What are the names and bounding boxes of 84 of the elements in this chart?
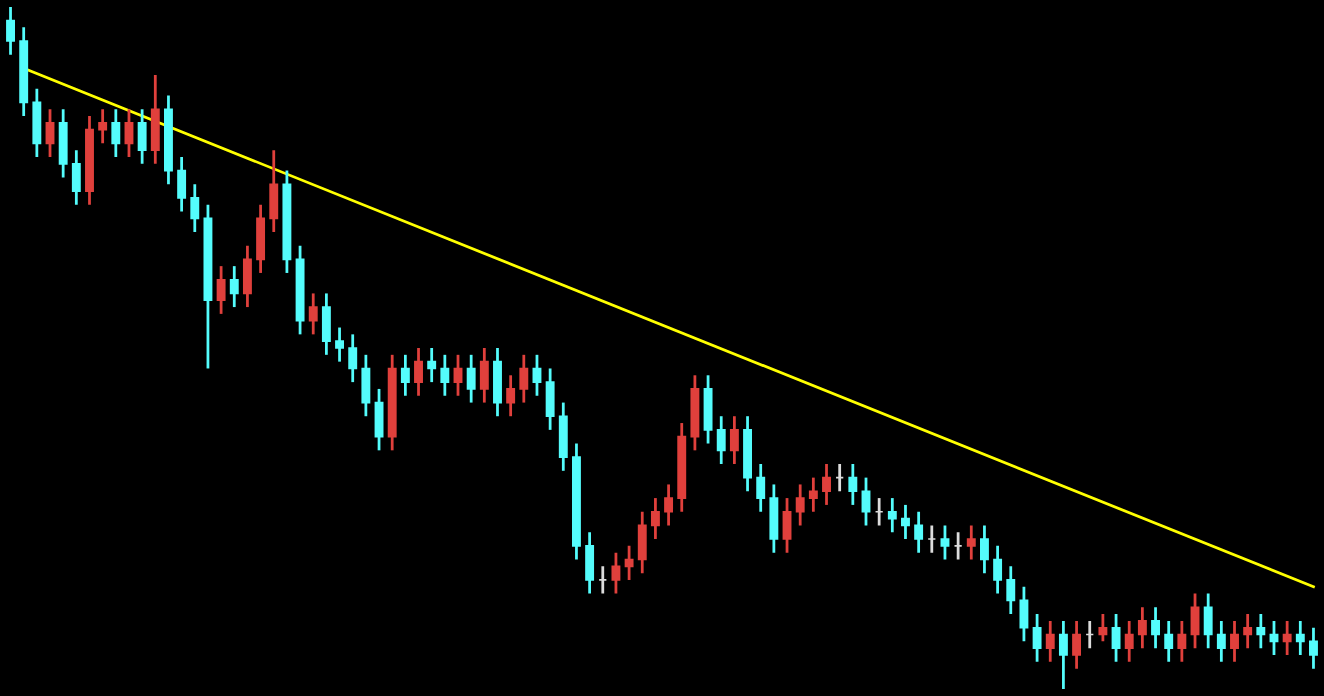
candlestick <box>493 346 502 418</box>
candlestick <box>111 107 121 159</box>
candlestick <box>466 353 476 404</box>
candlestick <box>479 346 489 404</box>
candlestick <box>1072 619 1082 671</box>
candlestick <box>45 107 55 159</box>
candlestick <box>716 414 726 466</box>
candlestick <box>124 107 134 159</box>
candlestick <box>664 483 674 527</box>
candlestick <box>58 107 68 179</box>
candlestick <box>1295 619 1305 657</box>
candlestick <box>979 523 989 575</box>
candlestick <box>374 387 384 452</box>
candlestick <box>729 414 739 466</box>
candlestick <box>532 353 542 398</box>
candlestick <box>1282 619 1292 657</box>
candlestick <box>756 462 766 514</box>
candlestick <box>901 503 910 541</box>
candlestick <box>1098 612 1108 643</box>
candlestick <box>269 148 279 234</box>
candlestick <box>743 414 753 493</box>
candlestick <box>966 523 976 561</box>
candlestick <box>137 107 147 166</box>
candlestick <box>993 544 1003 595</box>
candlestick <box>1151 605 1160 650</box>
candlestick <box>611 551 621 595</box>
candlestick <box>1045 619 1055 664</box>
candlestick <box>1177 619 1187 664</box>
candlestick <box>361 353 371 418</box>
candlestick <box>335 326 345 364</box>
candlestick <box>256 203 266 275</box>
candlestick <box>769 483 779 555</box>
candlestick <box>308 292 318 336</box>
candlestick <box>506 373 516 418</box>
candlestick <box>400 353 410 398</box>
candlestick <box>177 155 187 213</box>
candlestick <box>6 5 15 57</box>
candlestick <box>808 476 818 514</box>
candlestick <box>1309 626 1318 671</box>
candlestick <box>914 510 924 555</box>
candlestick <box>1230 619 1239 664</box>
candlestick <box>321 292 331 357</box>
candlestick <box>795 483 805 527</box>
candlestick <box>822 462 831 507</box>
candlestick <box>348 332 358 384</box>
candlestick <box>242 244 252 309</box>
candlestick <box>440 353 450 398</box>
candlestick <box>545 367 555 432</box>
candlestick <box>98 107 108 145</box>
candlestick <box>703 373 713 445</box>
candlestick <box>427 346 437 384</box>
candlestick <box>1058 619 1068 691</box>
candlestick <box>861 476 871 527</box>
candlestick <box>150 73 160 166</box>
candlestick <box>690 373 700 452</box>
candlestick <box>71 148 81 207</box>
candlestick <box>848 462 858 507</box>
candlestick <box>940 523 950 561</box>
candlestick <box>32 87 42 159</box>
candlestick <box>585 530 595 595</box>
candlestick <box>558 401 568 473</box>
candlestick <box>1137 605 1147 650</box>
candlestick <box>637 510 647 575</box>
candlestick <box>1256 612 1266 650</box>
candlestick <box>650 496 660 541</box>
candlestick <box>1032 612 1042 664</box>
candlestick <box>453 353 463 398</box>
candlestick <box>190 182 200 234</box>
candlestick <box>1216 619 1226 664</box>
candlestick <box>1124 619 1134 664</box>
candlestick <box>1203 592 1213 650</box>
candlestick <box>216 264 226 316</box>
candlestick <box>519 353 529 404</box>
candlestick <box>1243 612 1253 650</box>
candlestick <box>624 544 634 582</box>
candlestick <box>1190 592 1200 650</box>
candlestick <box>1111 612 1121 664</box>
candlestick <box>414 346 423 398</box>
candlestick <box>1019 585 1029 643</box>
candlestick <box>229 264 239 309</box>
candlestick <box>1164 619 1174 664</box>
candlestick <box>887 496 897 534</box>
candlestick <box>1006 564 1016 616</box>
candlestick <box>782 496 792 555</box>
